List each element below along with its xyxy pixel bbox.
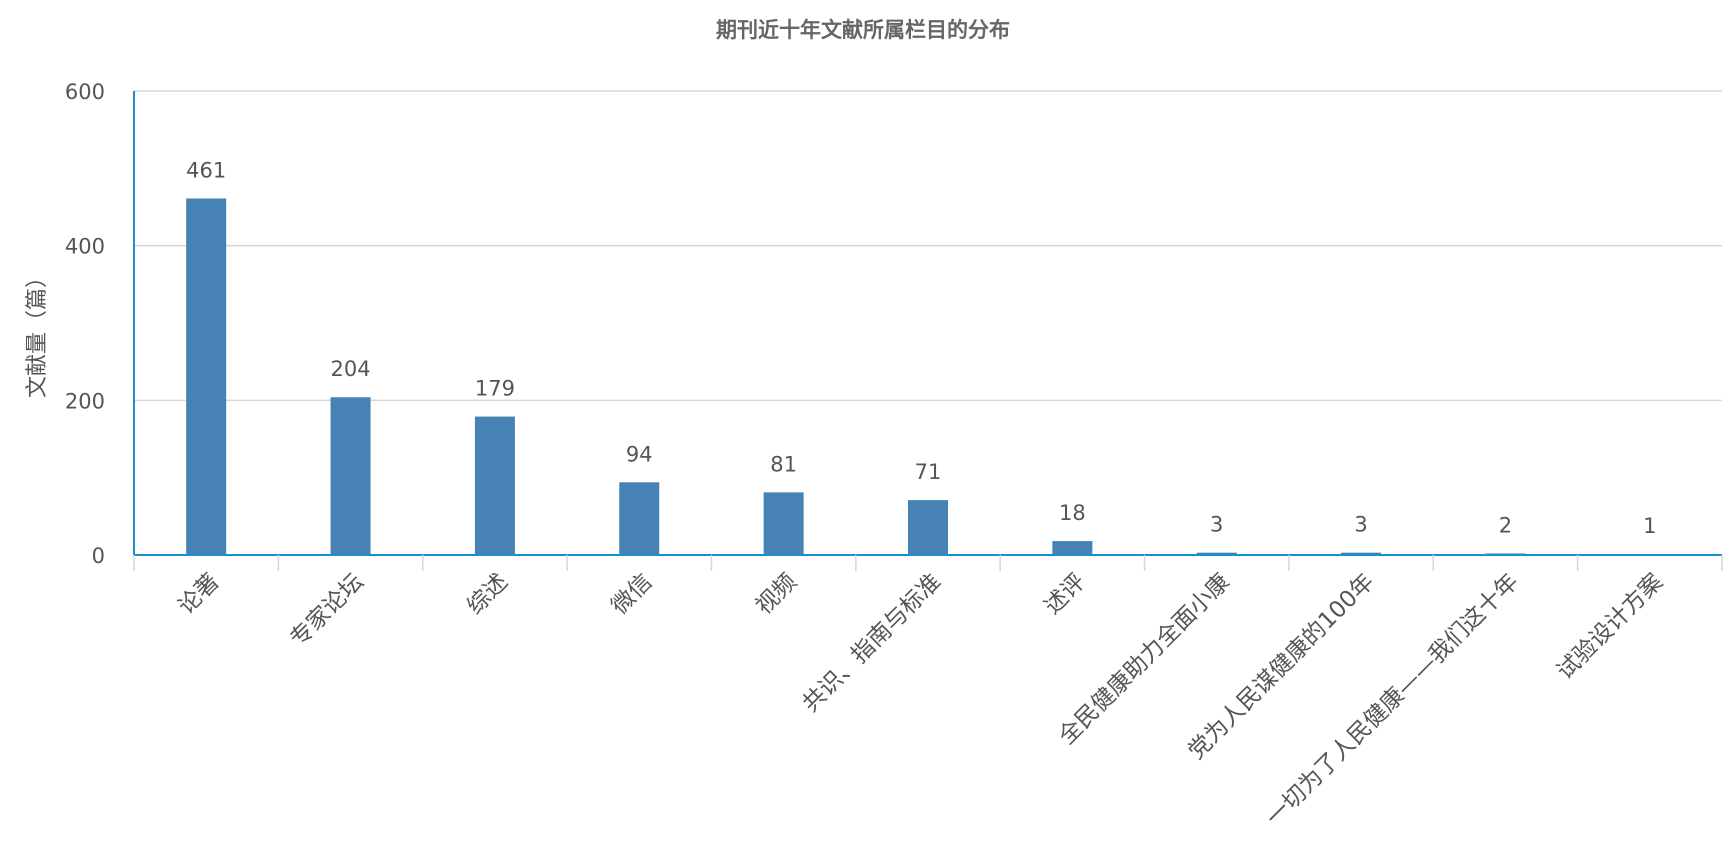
bars <box>186 198 1670 555</box>
data-label: 179 <box>475 377 515 401</box>
x-tick-label: 专家论坛 <box>285 569 368 652</box>
data-labels: 461 204 179 94 81 71 18 3 3 2 1 论著 专家论坛 综述 微信 视频共识、指南与标… <box>174 158 1669 831</box>
bar[interactable] <box>1052 541 1093 555</box>
x-tick-label: 论著 <box>174 569 225 620</box>
data-label: 204 <box>330 357 370 381</box>
data-label: 1 <box>1643 514 1656 538</box>
axes <box>133 91 1723 571</box>
gridlines: 0 200 400 600 <box>65 80 1722 568</box>
y-tick-label: 400 <box>65 235 105 259</box>
bar[interactable] <box>1196 552 1237 555</box>
data-label: 3 <box>1210 513 1223 537</box>
x-tick-label: 试验设计方案 <box>1552 569 1668 685</box>
y-tick-label: 0 <box>92 544 105 568</box>
bar[interactable] <box>474 416 515 555</box>
bar[interactable] <box>619 482 660 555</box>
y-axis-title: 文献量（篇） <box>25 266 50 398</box>
bar[interactable] <box>186 198 227 555</box>
bar[interactable] <box>763 492 804 555</box>
bar[interactable] <box>1341 552 1382 555</box>
data-label: 81 <box>770 452 797 476</box>
data-label: 94 <box>626 442 653 466</box>
data-label: 2 <box>1499 513 1512 537</box>
chart-title: 期刊近十年文献所属栏目的分布 <box>716 18 1010 42</box>
y-tick-label: 600 <box>65 80 105 104</box>
y-tick-label: 200 <box>65 389 105 413</box>
x-tick-label: 一切为了人民健康——我们这十年 <box>1261 569 1523 831</box>
x-tick-label: 述评 <box>1040 569 1091 620</box>
data-label: 461 <box>186 158 226 182</box>
x-tick-label: 综述 <box>462 569 513 620</box>
x-tick-label: 共识、指南与标准 <box>798 569 946 717</box>
x-tick-label: 微信 <box>607 569 658 620</box>
data-label: 3 <box>1354 513 1367 537</box>
bar[interactable] <box>330 397 371 555</box>
bar[interactable] <box>908 500 948 555</box>
data-label: 71 <box>915 460 942 484</box>
data-label: 18 <box>1059 501 1086 525</box>
x-tick-label: 视频 <box>751 569 802 620</box>
